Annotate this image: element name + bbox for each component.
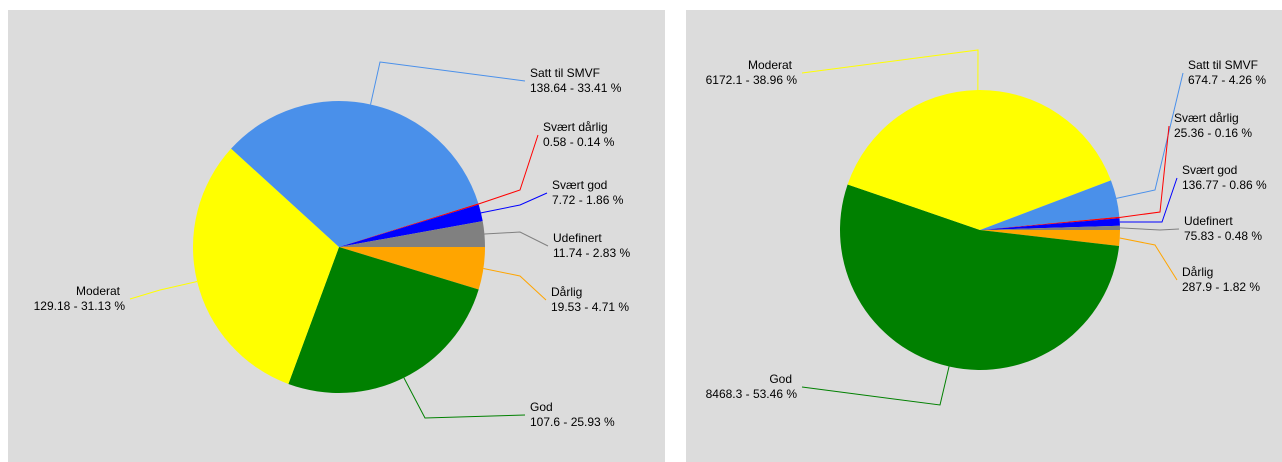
value-label: 107.6 - 25.93 % bbox=[530, 415, 615, 429]
pie-slice bbox=[339, 247, 485, 290]
slice-label: Svært god bbox=[1182, 163, 1237, 177]
slice-label: Dårlig bbox=[1182, 265, 1213, 279]
leader-line bbox=[129, 281, 198, 300]
leader-line bbox=[1119, 237, 1178, 281]
leader-line bbox=[801, 49, 979, 91]
leader-line bbox=[403, 377, 526, 419]
slice-label: Svært god bbox=[552, 178, 607, 192]
value-label: 11.74 - 2.83 % bbox=[553, 246, 630, 260]
value-label: 6172.1 - 38.96 % bbox=[706, 73, 798, 87]
pie-slice bbox=[980, 180, 1120, 230]
leader-line bbox=[1119, 177, 1178, 223]
slice-label: Dårlig bbox=[551, 285, 582, 299]
pie-slice bbox=[339, 203, 479, 247]
pie-slice bbox=[980, 216, 1120, 230]
leader-line bbox=[801, 366, 950, 406]
value-label: 19.53 - 4.71 % bbox=[551, 300, 629, 314]
value-label: 0.58 - 0.14 % bbox=[543, 135, 615, 149]
leader-line bbox=[370, 61, 526, 105]
leader-line bbox=[1119, 125, 1170, 219]
leader-line bbox=[484, 231, 549, 247]
slice-label: Moderat bbox=[748, 58, 793, 72]
slice-label: Svært dårlig bbox=[543, 120, 608, 134]
pie-slice bbox=[847, 89, 1111, 230]
slice-label: Udefinert bbox=[1184, 214, 1233, 228]
value-label: 138.64 - 33.41 % bbox=[530, 81, 622, 95]
value-label: 7.72 - 1.86 % bbox=[552, 193, 624, 207]
pie-slice bbox=[193, 148, 339, 384]
leader-line bbox=[478, 134, 539, 205]
pie-slice bbox=[288, 247, 479, 393]
slice-label: Svært dårlig bbox=[1174, 111, 1239, 125]
pie-slice bbox=[231, 100, 479, 247]
value-label: 25.36 - 0.16 % bbox=[1174, 126, 1252, 140]
leader-line bbox=[1119, 227, 1180, 231]
leader-line bbox=[1116, 72, 1184, 199]
slice-label: Satt til SMVF bbox=[530, 66, 600, 80]
pie-slice bbox=[840, 184, 1120, 370]
value-label: 136.77 - 0.86 % bbox=[1182, 178, 1267, 192]
value-label: 129.18 - 31.13 % bbox=[34, 299, 126, 313]
slice-label: God bbox=[769, 372, 792, 386]
pie-slice bbox=[980, 230, 1120, 246]
leader-line bbox=[483, 268, 547, 301]
value-label: 8468.3 - 53.46 % bbox=[706, 387, 798, 401]
slice-label: God bbox=[530, 400, 553, 414]
value-label: 674.7 - 4.26 % bbox=[1188, 73, 1266, 87]
slice-label: Moderat bbox=[76, 284, 121, 298]
slice-label: Satt til SMVF bbox=[1188, 58, 1258, 72]
pie-slice bbox=[339, 204, 483, 247]
value-label: 287.9 - 1.82 % bbox=[1182, 280, 1260, 294]
pie-slice bbox=[980, 225, 1120, 230]
value-label: 75.83 - 0.48 % bbox=[1184, 229, 1262, 243]
pie-slice bbox=[339, 221, 485, 247]
slice-label: Udefinert bbox=[553, 231, 602, 245]
leader-line bbox=[480, 192, 548, 214]
pie-slice bbox=[980, 218, 1120, 230]
